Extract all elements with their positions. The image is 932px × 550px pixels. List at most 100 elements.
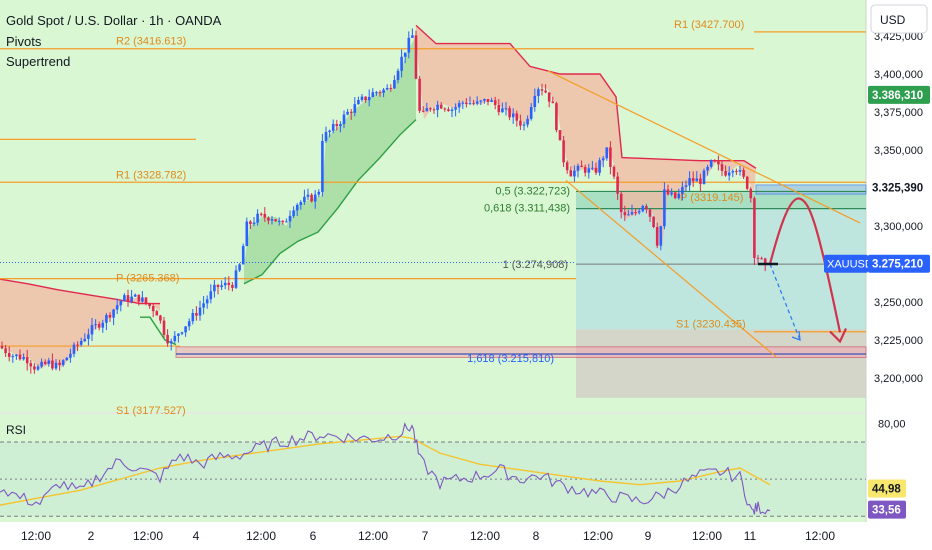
indicator-pivots-label[interactable]: Pivots	[6, 34, 42, 49]
candle-body	[241, 246, 245, 265]
candle-body	[288, 215, 292, 222]
candle-body	[447, 109, 450, 111]
candle-body	[681, 186, 684, 194]
candle-body	[411, 35, 414, 38]
rsi-tick-label: 80,00	[878, 418, 906, 430]
candle-body	[745, 176, 749, 189]
candle-body	[569, 170, 573, 177]
candle-body	[33, 366, 36, 370]
candle-body	[454, 107, 457, 110]
candle-body	[547, 92, 551, 102]
candle-body	[51, 360, 54, 369]
candle-body	[601, 158, 605, 161]
candle-body	[576, 165, 580, 171]
candle-body	[637, 211, 641, 213]
candle-body	[357, 99, 360, 105]
candle-body	[115, 305, 119, 310]
candle-body	[367, 96, 371, 101]
candle-body	[29, 363, 33, 367]
candle-body	[695, 178, 699, 182]
price-tag-3: 3.275,210	[872, 259, 923, 271]
candle-body	[605, 147, 609, 159]
currency-button[interactable]	[870, 4, 928, 34]
y-tick-label: 3,200,000	[874, 373, 923, 385]
x-tick-label: 6	[310, 529, 317, 543]
x-tick-label: 12:00	[692, 529, 722, 543]
candle-body	[515, 113, 519, 121]
candle-body	[303, 196, 306, 203]
candle-body	[587, 168, 591, 173]
y-tick-label: 3,375,000	[874, 107, 923, 119]
candle-body	[753, 198, 756, 258]
candle-body	[198, 307, 202, 316]
candle-body	[688, 178, 691, 186]
candle-body	[342, 114, 346, 125]
candle-body	[475, 101, 479, 104]
candle-body	[717, 161, 720, 165]
x-tick-label: 12:00	[21, 529, 51, 543]
candle-body	[702, 170, 706, 185]
candle-body	[324, 132, 328, 141]
candle-body	[526, 118, 529, 125]
y-tick-label: 3,425,000	[874, 31, 923, 43]
candle-body	[551, 101, 555, 104]
pivot-r2-label: R2 (3416.613)	[116, 36, 186, 48]
candle-body	[558, 130, 562, 141]
candle-body	[4, 348, 7, 354]
candle-body	[709, 160, 713, 167]
indicator-supertrend-label[interactable]: Supertrend	[6, 54, 70, 69]
channel-upper-line	[547, 70, 861, 224]
candle-body	[443, 108, 447, 110]
x-tick-label: 4	[193, 529, 200, 543]
candle-body	[137, 294, 141, 302]
candle-body	[634, 212, 637, 214]
candle-body	[249, 221, 252, 224]
candle-body	[119, 301, 123, 306]
candle-body	[97, 324, 101, 328]
candle-body	[763, 258, 767, 265]
support-band	[175, 346, 867, 358]
candle-body	[508, 108, 511, 118]
candle-body	[133, 294, 137, 297]
candle-body	[90, 325, 94, 335]
candle-body	[393, 80, 396, 89]
candle-body	[565, 162, 569, 171]
pivot-p-label: P (3265.368)	[116, 273, 179, 285]
candle-body	[677, 193, 681, 199]
fib-1618-label: 1,618 (3.215,810)	[467, 353, 554, 365]
supertrend-up-fill-2	[244, 36, 416, 284]
candle-body	[670, 192, 673, 195]
candle-body	[630, 212, 634, 215]
candle-body	[555, 103, 558, 131]
candle-body	[724, 170, 727, 176]
candle-body	[76, 344, 79, 346]
candle-body	[616, 176, 619, 194]
candle-body	[594, 167, 598, 173]
rsi-ma-line	[0, 435, 771, 506]
candle-body	[432, 109, 436, 111]
candle-body	[205, 299, 209, 304]
supertrend-down-line-2	[415, 24, 757, 169]
candle-body	[144, 297, 148, 304]
candle-body	[317, 191, 321, 195]
candle-body	[126, 295, 130, 302]
x-tick-label: 8	[533, 529, 540, 543]
candle-body	[493, 100, 497, 106]
candle-body	[713, 160, 717, 162]
zones-layer	[175, 184, 867, 398]
candle-body	[15, 354, 18, 357]
candle-body	[468, 103, 472, 105]
y-tick-label: 3,225,000	[874, 335, 923, 347]
candle-body	[277, 220, 281, 222]
candle-body	[749, 188, 753, 199]
fib-05-label: 0,5 (3.322,723)	[495, 185, 570, 197]
candle-body	[227, 282, 231, 285]
candle-body	[389, 87, 393, 89]
projection-arrowhead-main	[829, 328, 847, 344]
channel-lower-line	[565, 179, 777, 358]
candle-body	[735, 170, 738, 172]
rsi-title: RSI	[6, 423, 26, 437]
candle-body	[295, 204, 299, 211]
